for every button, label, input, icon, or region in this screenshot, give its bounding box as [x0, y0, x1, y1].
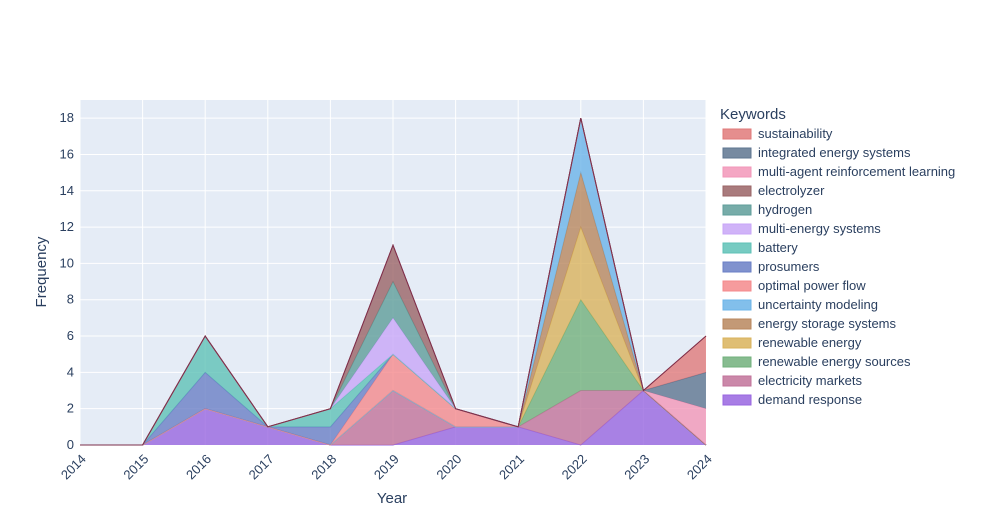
legend-label: sustainability [758, 126, 833, 141]
legend-swatch [722, 280, 752, 292]
legend-label: energy storage systems [758, 316, 897, 331]
legend-label: integrated energy systems [758, 145, 911, 160]
y-axis-title: Frequency [33, 236, 50, 307]
area-series [80, 118, 707, 446]
x-tick-label: 2019 [371, 451, 402, 482]
x-tick-label: 2023 [621, 451, 652, 482]
legend-title: Keywords [720, 106, 786, 123]
y-axis-ticks: 0 2 4 6 8 10 12 14 16 18 [60, 110, 74, 452]
area-electricity-markets [80, 390, 706, 445]
legend-swatch [722, 299, 752, 311]
x-tick-label: 2014 [58, 451, 89, 482]
legend-label: renewable energy sources [758, 354, 911, 369]
legend-label: electricity markets [758, 373, 863, 388]
x-tick-label: 2018 [308, 451, 339, 482]
legend-swatch [722, 147, 752, 159]
x-axis-title: Year [377, 490, 407, 507]
y-tick-label: 0 [67, 437, 74, 452]
x-tick-label: 2024 [684, 451, 715, 482]
x-tick-label: 2021 [496, 451, 527, 482]
y-tick-label: 14 [60, 183, 74, 198]
legend-swatch [722, 185, 752, 197]
legend-label: multi-agent reinforcement learning [758, 164, 955, 179]
legend-label: uncertainty modeling [758, 297, 878, 312]
legend-swatch [722, 204, 752, 216]
area-optimal-power-flow [80, 118, 706, 445]
legend-label: renewable energy [758, 335, 862, 350]
legend-swatch [722, 356, 752, 368]
y-tick-label: 4 [67, 364, 74, 379]
legend-swatch [722, 375, 752, 387]
x-tick-label: 2022 [559, 451, 590, 482]
legend-swatch [722, 394, 752, 406]
x-axis-ticks: 2014 2015 2016 2017 2018 2019 2020 2021 2022 2023… [58, 451, 715, 482]
y-tick-label: 8 [67, 292, 74, 307]
x-tick-label: 2015 [120, 451, 151, 482]
legend-swatch [722, 166, 752, 178]
legend: sustainability integrated energy systems m… [722, 126, 955, 407]
y-tick-label: 6 [67, 328, 74, 343]
x-tick-label: 2016 [183, 451, 214, 482]
y-tick-label: 18 [60, 110, 74, 125]
legend-label: multi-energy systems [758, 221, 881, 236]
legend-label: battery [758, 240, 798, 255]
legend-swatch [722, 337, 752, 349]
legend-label: prosumers [758, 259, 820, 274]
x-tick-label: 2017 [246, 451, 277, 482]
y-tick-label: 2 [67, 401, 74, 416]
legend-swatch [722, 242, 752, 254]
legend-label: hydrogen [758, 202, 812, 217]
y-tick-label: 12 [60, 219, 74, 234]
legend-swatch [722, 318, 752, 330]
area-renewable-energy-sources [80, 299, 706, 445]
legend-label: electrolyzer [758, 183, 825, 198]
x-tick-label: 2020 [433, 451, 464, 482]
total-outline [80, 118, 707, 446]
y-tick-label: 16 [60, 146, 74, 161]
area-demand-response [80, 390, 706, 445]
legend-swatch [722, 261, 752, 273]
legend-swatch [722, 223, 752, 235]
legend-label: optimal power flow [758, 278, 866, 293]
legend-label: demand response [758, 392, 862, 407]
legend-swatch [722, 128, 752, 140]
y-tick-label: 10 [60, 255, 74, 270]
